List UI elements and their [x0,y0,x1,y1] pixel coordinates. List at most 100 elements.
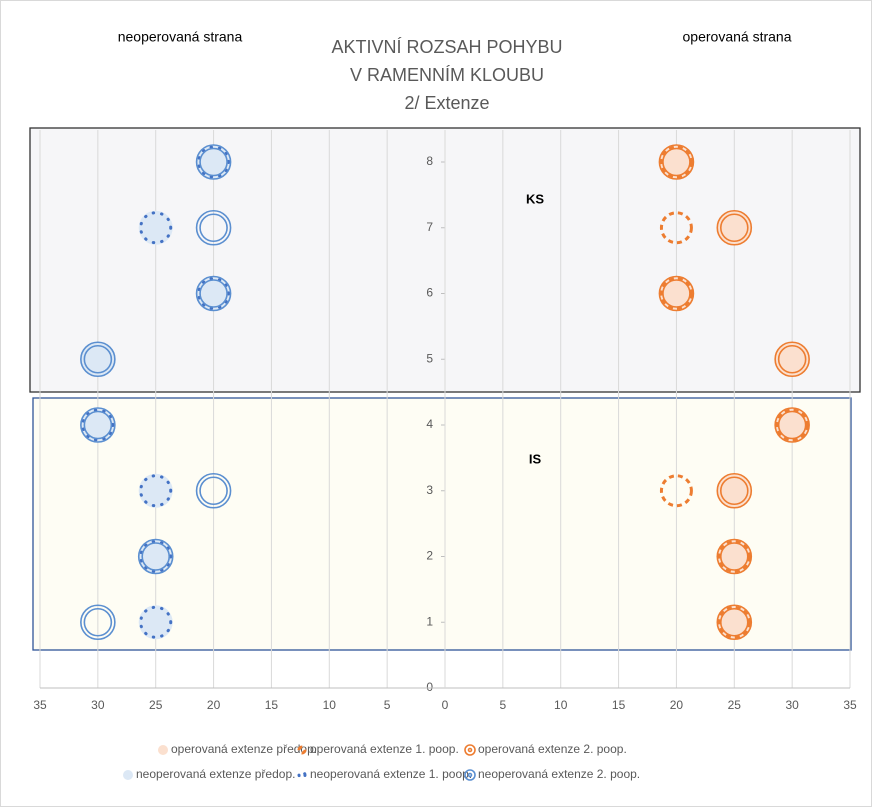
y-tick-label: 8 [426,154,433,168]
side-label: operovaná strana [683,29,792,45]
marker-fill [80,342,115,377]
marker-ring [719,213,749,243]
legend-label: neoperovaná extenze 1. poop. [310,767,472,781]
marker-ring [199,213,228,243]
point [81,408,115,442]
legend-label: neoperovaná extenze 2. poop. [478,767,640,781]
y-tick-label: 0 [426,680,433,694]
marker-ring [141,542,171,571]
marker-fill [138,605,173,640]
marker-ring [716,538,753,575]
point [774,341,810,378]
x-tick-label: 10 [554,698,568,712]
point [658,275,695,312]
marker-fill [659,276,694,311]
legend-item: operovaná extenze předop. [158,742,317,756]
marker-ring [659,474,693,508]
point [717,473,752,508]
marker-ring [137,538,174,575]
marker-ring [139,474,173,508]
point [139,605,173,639]
marker-ring [83,410,113,440]
y-tick-label: 1 [426,614,433,628]
point [659,277,693,310]
marker-ring [775,408,809,442]
point [139,211,173,245]
marker-ring [777,410,807,440]
point [717,210,752,245]
point [196,276,231,311]
marker-ring [199,279,228,308]
point [716,209,753,246]
point [659,276,694,311]
point [138,539,173,574]
point [137,538,174,575]
marker-ring [195,275,232,312]
point [195,209,232,246]
marker-ring [297,745,307,755]
x-tick-label: 30 [91,698,105,712]
point [138,605,173,640]
marker-ring [197,277,231,310]
y-tick-label: 6 [426,286,433,300]
point [659,211,693,245]
marker-ring [659,145,693,179]
point [716,472,753,509]
marker-ring [139,211,173,245]
marker-ring [662,279,691,308]
marker-fill [138,473,173,508]
x-tick-label: 35 [33,698,47,712]
marker-ring [719,542,749,571]
marker-ring [658,144,695,180]
point [195,472,232,509]
point [717,540,751,573]
marker-fill [775,408,810,442]
marker-fill [138,210,173,245]
marker-ring [774,407,810,443]
marker-fill [717,539,752,574]
marker-ring [658,275,695,312]
marker-ring [662,147,691,177]
legend-item: neoperovaná extenze předop. [123,767,295,781]
marker-ring [716,604,753,641]
point [138,473,173,508]
marker-ring [719,476,749,506]
marker-ring [81,408,115,442]
marker-fill [717,473,752,508]
marker-ring [80,341,116,378]
marker-ring [717,605,751,639]
marker-ring [195,144,232,180]
marker-fill [717,210,752,245]
x-tick-label: 20 [670,698,684,712]
marker-ring [774,341,810,378]
point [716,604,753,641]
marker-fill [196,276,231,311]
legend-label: neoperovaná extenze předop. [136,767,295,781]
marker-fill [775,342,810,377]
x-tick-label: 25 [149,698,163,712]
marker-fill [80,408,115,442]
x-tick-label: 15 [265,698,279,712]
marker-ring [464,769,476,781]
marker-ring [467,772,473,778]
annotation: IS [529,451,542,466]
marker-ring [464,744,476,756]
point [138,210,173,245]
legend-item: neoperovaná extenze 2. poop. [464,767,640,781]
chart-title: V RAMENNÍM KLOUBU [350,65,544,85]
x-tick-label: 5 [500,698,507,712]
y-tick-label: 7 [426,220,433,234]
point [659,474,693,508]
marker-ring [719,607,749,637]
marker-ring [80,407,116,443]
marker-ring [717,540,751,573]
marker-ring [659,277,693,310]
is-box [32,397,852,651]
marker-ring [80,604,116,641]
marker-fill [158,745,168,755]
marker-ring [199,476,228,506]
point [774,407,810,443]
point [80,408,115,442]
marker-ring [83,607,113,637]
x-tick-label: 25 [728,698,742,712]
